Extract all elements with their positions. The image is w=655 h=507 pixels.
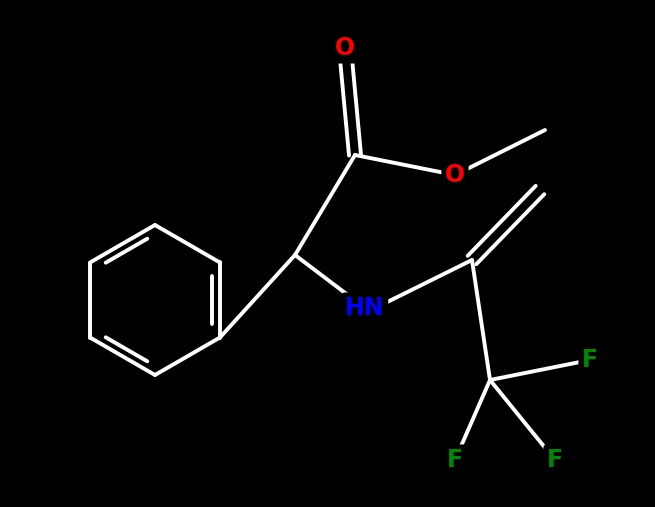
Text: O: O xyxy=(445,163,465,187)
Text: O: O xyxy=(335,36,355,60)
Text: HN: HN xyxy=(345,296,384,320)
Text: F: F xyxy=(547,448,563,472)
Text: F: F xyxy=(447,448,463,472)
Text: F: F xyxy=(582,348,598,372)
